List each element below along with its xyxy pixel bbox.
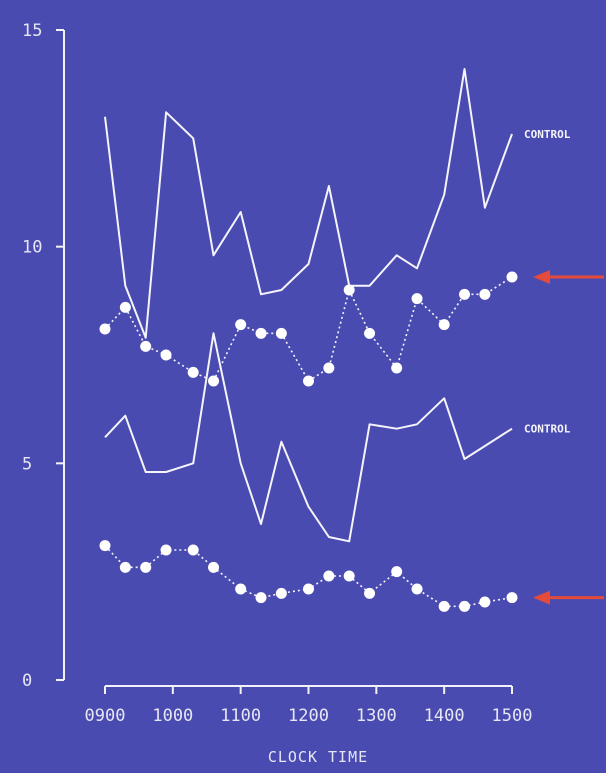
data-point [187,366,199,378]
arrow-head [533,590,550,605]
data-point [438,600,450,612]
data-point [140,561,152,573]
data-point [364,327,376,339]
data-point [438,319,450,331]
series-line-0 [104,68,513,339]
x-tick-label: 1000 [152,706,193,726]
data-point [119,561,131,573]
series-group [99,68,518,612]
data-point [343,570,355,582]
data-point [303,375,314,387]
arrow-annotations [533,270,604,605]
data-point [140,340,152,352]
data-point [479,596,491,608]
y-tick-label: 15 [22,21,42,41]
data-point [411,583,423,595]
data-point [303,583,314,595]
series-line-2 [104,332,513,543]
data-point [235,583,247,595]
data-point [391,362,403,374]
y-tick-label: 0 [22,671,32,691]
arrow-head [533,270,550,284]
data-point [506,592,518,604]
data-point [506,271,518,283]
data-point [275,587,287,599]
data-point [323,362,335,374]
data-point [391,566,403,578]
data-point [411,293,423,305]
tick-marks [56,29,513,694]
x-tick-label: 0900 [85,706,126,726]
data-point [459,600,471,612]
data-point [119,301,131,313]
data-point [275,327,287,339]
data-point [479,288,491,300]
data-point [235,319,247,331]
data-point [255,327,267,339]
series-line-1 [104,276,513,383]
data-point [160,544,172,556]
series-labels: CONTROL CONTROL [524,128,571,436]
data-point [364,587,376,599]
data-point [459,288,471,300]
tick-labels: 0 5 10 15 0900 1000 1100 1200 1300 1400 1500 [22,21,532,726]
x-tick-label: 1400 [424,706,465,726]
red-arrow [533,590,604,605]
data-point [208,561,220,573]
x-axis-title: CLOCK TIME [268,748,368,766]
series-label: CONTROL [524,423,571,436]
x-tick-label: 1200 [288,706,329,726]
axes [63,30,512,687]
y-tick-label: 5 [22,454,32,474]
series-label: CONTROL [524,128,571,141]
data-point [208,375,220,387]
data-point [343,284,355,296]
data-point [187,544,199,556]
x-tick-label: 1500 [492,706,533,726]
x-tick-label: 1100 [220,706,261,726]
x-tick-label: 1300 [356,706,397,726]
data-point [255,592,267,604]
red-arrow [533,270,604,284]
y-tick-label: 10 [22,238,42,258]
data-point [323,570,335,582]
data-point [99,540,111,552]
data-point [160,349,172,361]
data-point [99,323,111,335]
